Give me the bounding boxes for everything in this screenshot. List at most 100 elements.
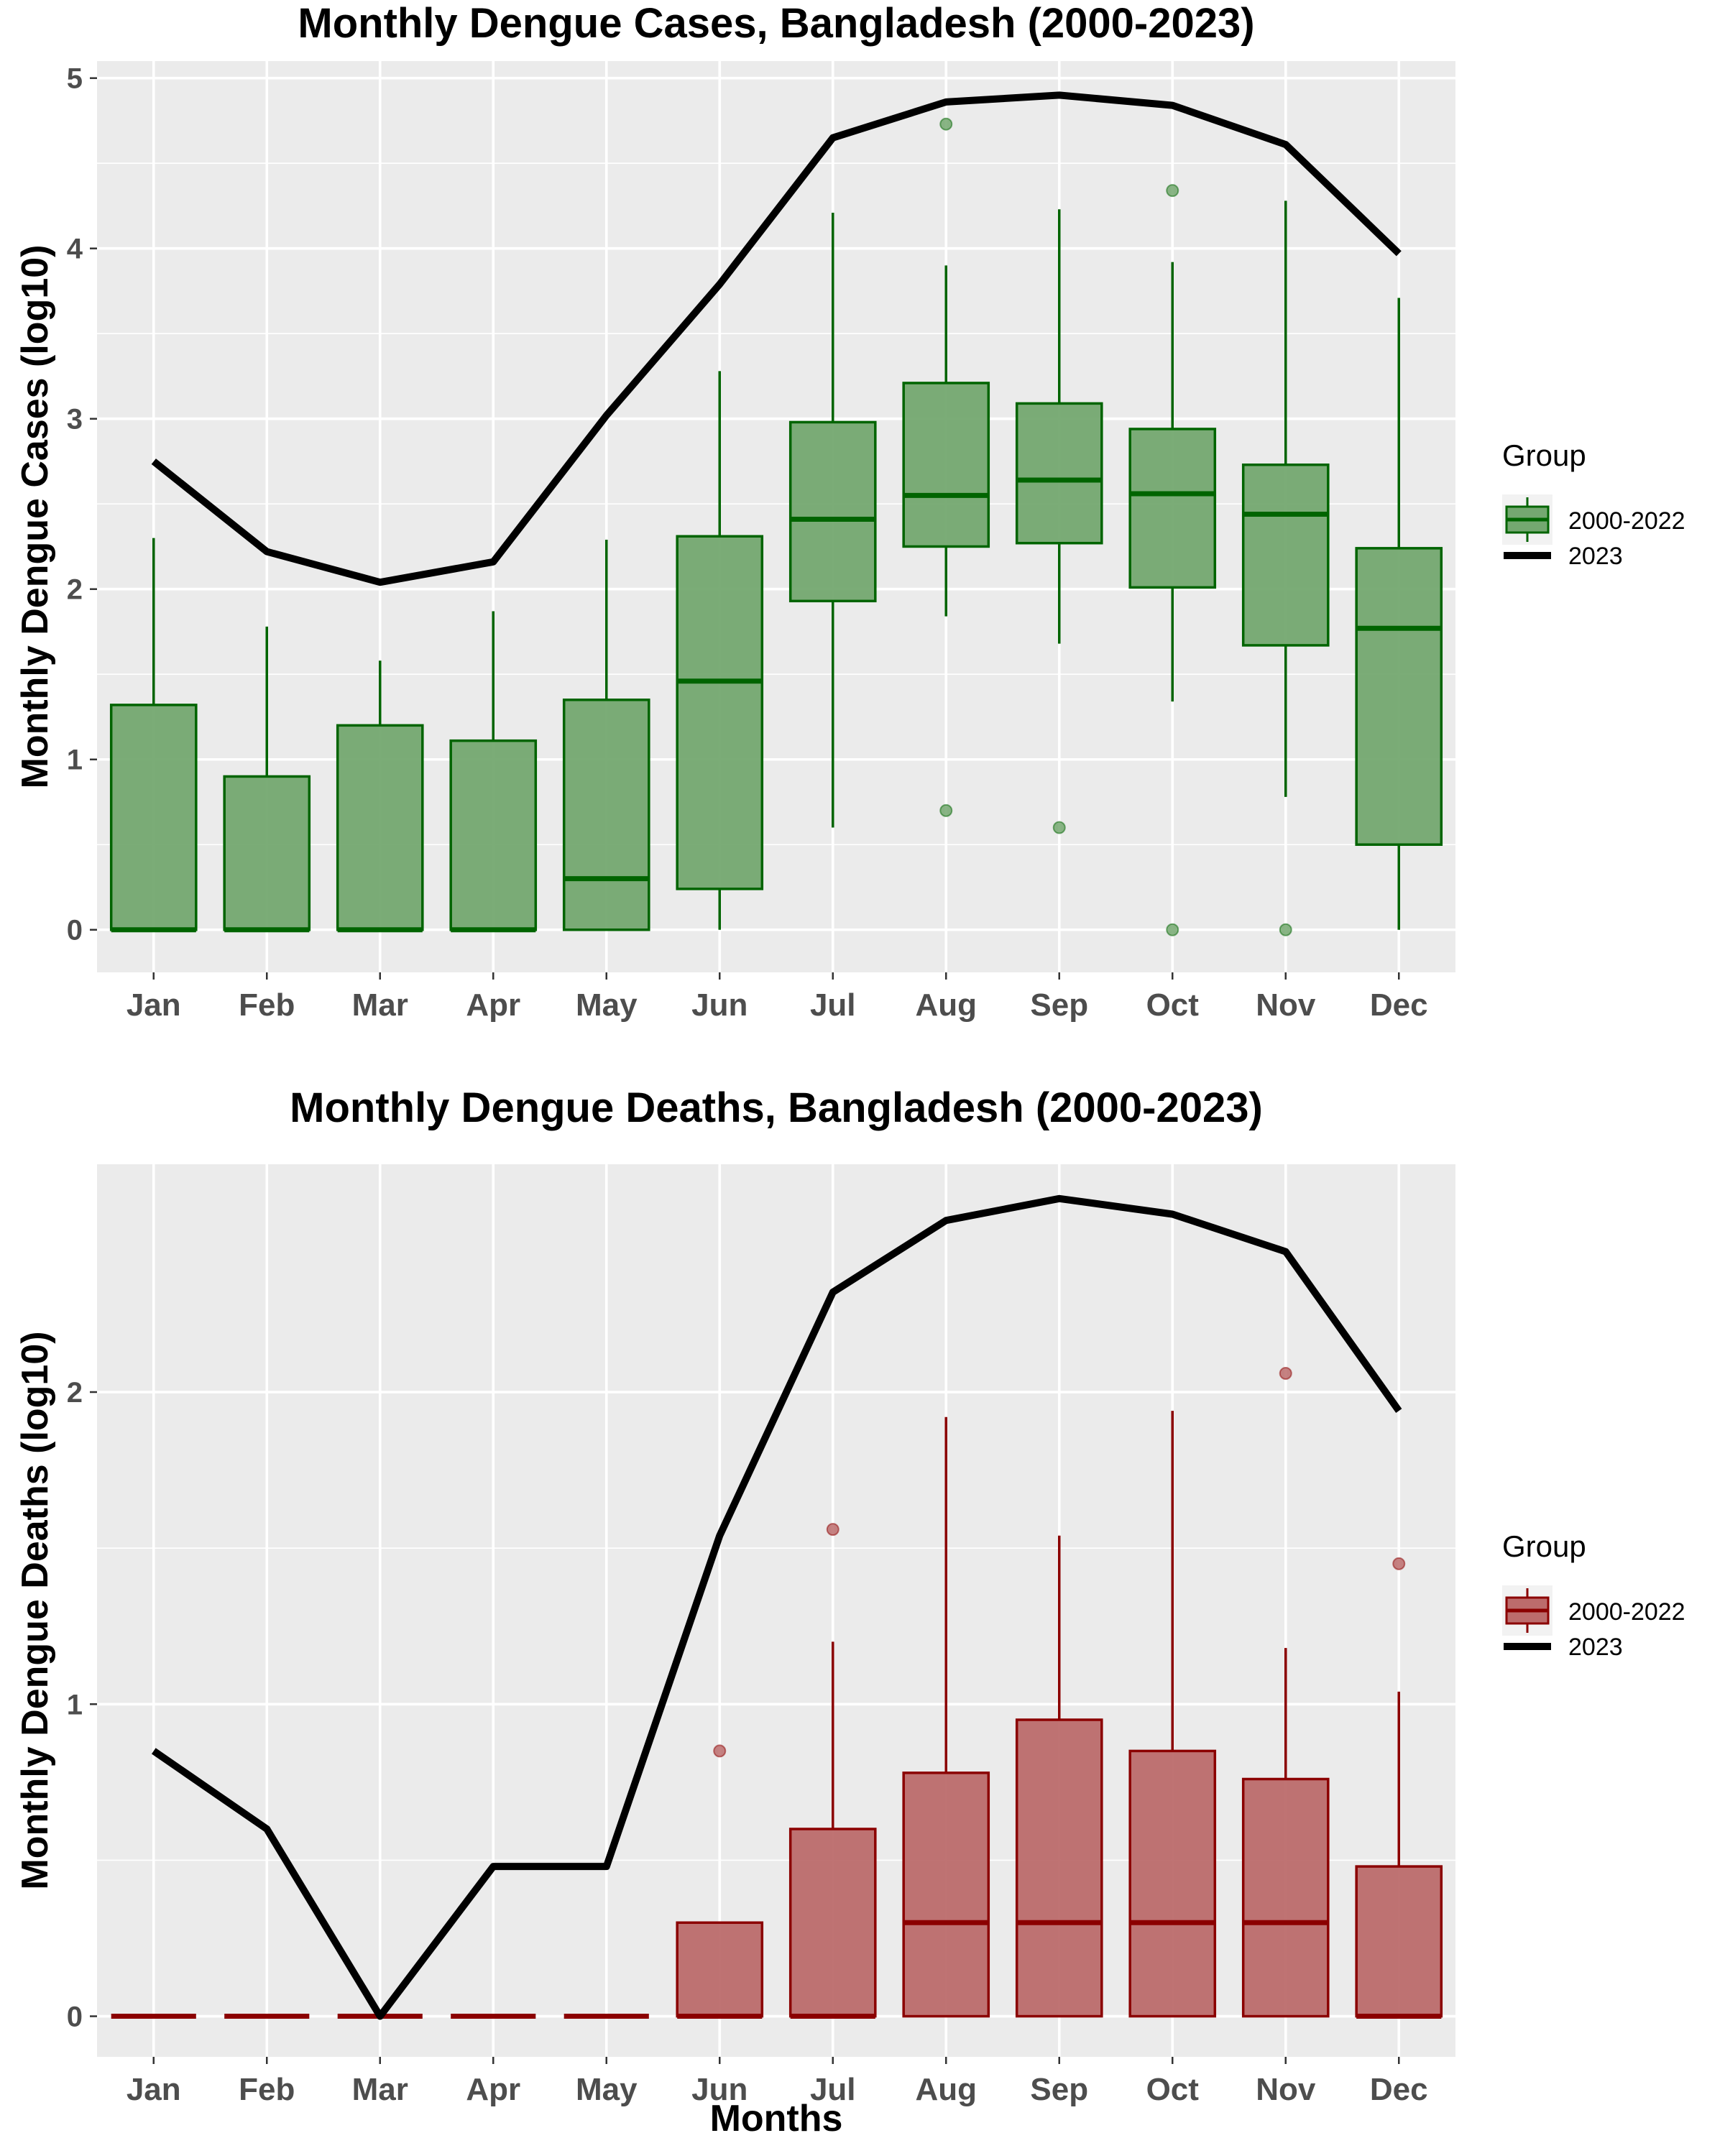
x-tick-label: Jun [691, 987, 748, 1023]
series-2023-line [151, 91, 1402, 586]
box-may [562, 539, 650, 931]
chart-0: Monthly Dengue Cases, Bangladesh (2000-2… [14, 0, 1685, 1023]
box-jul [788, 212, 877, 828]
box-apr [449, 611, 538, 933]
box-body [449, 739, 538, 931]
x-tick-label: Jul [810, 987, 856, 1023]
outlier-point [1166, 184, 1179, 198]
box-body [1355, 1865, 1443, 2018]
y-tick-label: 2 [67, 1377, 83, 1409]
box-body [902, 382, 990, 548]
box-jun [676, 371, 764, 930]
box-jan [109, 538, 198, 933]
outlier-point [1166, 923, 1179, 936]
x-axis-label: Months [710, 2098, 843, 2139]
x-tick-label: Dec [1370, 2072, 1428, 2107]
x-tick-label: Apr [466, 987, 520, 1023]
y-tick-label: 5 [67, 63, 83, 95]
y-tick-label: 2 [67, 574, 83, 606]
outlier-point [1279, 923, 1292, 936]
outlier-point [939, 117, 953, 131]
legend: Group 2000-2022 2023 [1502, 438, 1685, 570]
y-tick-label: 0 [67, 915, 83, 946]
y-tick-label: 1 [67, 1689, 83, 1720]
box-body [1015, 1718, 1103, 2018]
box-body [1128, 428, 1217, 589]
box-body [1355, 547, 1443, 846]
chart-title: Monthly Dengue Deaths, Bangladesh (2000-… [290, 1084, 1263, 1131]
box-body [676, 1921, 764, 2018]
outlier-point [713, 1744, 727, 1758]
x-tick-label: Feb [239, 2072, 295, 2107]
box-jul [788, 1523, 877, 2019]
x-tick-label: Apr [466, 2072, 520, 2107]
x-tick-label: Sep [1030, 987, 1088, 1023]
x-tick-label: Oct [1146, 2072, 1200, 2107]
chart-1: Monthly Dengue Deaths, Bangladesh (2000-… [14, 1084, 1685, 2139]
x-tick-label: May [576, 987, 638, 1023]
series-2023-line [151, 1194, 1402, 2020]
box-nov [1241, 201, 1330, 936]
legend-label: 2023 [1568, 1634, 1623, 1661]
x-tick-label: Aug [915, 987, 977, 1023]
x-tick-label: Jan [126, 2072, 181, 2107]
legend-label: 2023 [1568, 543, 1623, 570]
box-mar [336, 660, 424, 933]
outlier-point [1392, 1557, 1406, 1570]
y-tick-label: 1 [67, 745, 83, 776]
legend-label: 2000-2022 [1568, 507, 1685, 535]
legend-title: Group [1502, 1529, 1586, 1563]
x-tick-label: Jul [810, 2072, 856, 2107]
x-tick-label: Sep [1030, 2072, 1088, 2107]
x-tick-label: Oct [1146, 987, 1200, 1023]
y-tick-label: 3 [67, 404, 83, 436]
chart-title: Monthly Dengue Cases, Bangladesh (2000-2… [298, 0, 1254, 47]
box-body [223, 775, 311, 931]
outlier-point [1279, 1366, 1292, 1380]
x-tick-label: Dec [1370, 987, 1428, 1023]
box-body [1241, 1777, 1330, 2018]
box-body [1015, 402, 1103, 545]
box-body [788, 1828, 877, 2018]
legend-label: 2000-2022 [1568, 1598, 1685, 1626]
box-jun [676, 1744, 764, 2019]
x-tick-label: Feb [239, 987, 295, 1023]
box-body [788, 420, 877, 603]
box-nov [1241, 1366, 1330, 2018]
x-tick-label: Jun [691, 2072, 748, 2107]
x-tick-label: Jan [126, 987, 181, 1023]
box-sep [1015, 209, 1103, 834]
plot-panel [97, 1164, 1455, 2057]
x-tick-label: Aug [915, 2072, 977, 2107]
box-body [109, 704, 198, 931]
box-dec [1355, 298, 1443, 930]
box-sep [1015, 1535, 1103, 2018]
box-oct [1128, 184, 1217, 936]
box-feb [223, 626, 311, 933]
y-tick-label: 0 [67, 2001, 83, 2033]
box-body [676, 535, 764, 890]
outlier-point [939, 803, 953, 817]
outlier-point [1052, 821, 1066, 834]
y-axis-label: Monthly Dengue Cases (log10) [14, 245, 56, 789]
x-tick-label: Nov [1256, 987, 1316, 1023]
box-aug [902, 1416, 990, 2018]
x-tick-label: Mar [352, 2072, 408, 2107]
y-tick-label: 4 [67, 234, 83, 265]
x-tick-label: Nov [1256, 2072, 1316, 2107]
box-body [336, 724, 424, 931]
outlier-point [826, 1523, 840, 1537]
legend: Group 2000-2022 2023 [1502, 1529, 1685, 1661]
x-tick-label: Mar [352, 987, 408, 1023]
box-body [902, 1772, 990, 2018]
box-body [562, 699, 650, 931]
box-dec [1355, 1557, 1443, 2019]
box-body [1241, 463, 1330, 647]
box-body [1128, 1749, 1217, 2018]
legend-title: Group [1502, 438, 1586, 472]
box-aug [902, 117, 990, 817]
x-tick-label: May [576, 2072, 638, 2107]
y-axis-label: Monthly Dengue Deaths (log10) [14, 1331, 56, 1889]
box-oct [1128, 1411, 1217, 2018]
